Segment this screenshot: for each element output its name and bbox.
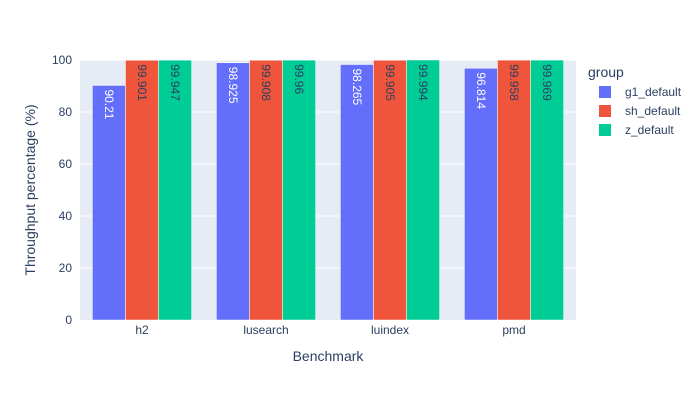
data-label: 98.925 xyxy=(226,67,240,104)
bar-g1_default-luindex xyxy=(340,64,374,321)
y-tick-labels: 0 20 40 60 80 100 xyxy=(52,53,72,327)
x-tick-label: luindex xyxy=(371,323,409,337)
data-label: 99.958 xyxy=(507,64,521,101)
data-label: 99.969 xyxy=(540,64,554,101)
x-tick-labels: h2 lusearch luindex pmd xyxy=(135,323,525,337)
bar-z_default-pmd xyxy=(530,59,564,321)
legend-swatch xyxy=(599,86,611,98)
x-axis-title: Benchmark xyxy=(293,348,365,364)
x-tick-label: lusearch xyxy=(243,323,288,337)
data-label: 99.994 xyxy=(416,64,430,101)
legend-swatch xyxy=(599,124,611,136)
y-tick-label: 60 xyxy=(59,157,73,171)
data-label: 96.814 xyxy=(474,72,488,109)
y-axis-title: Throughput percentage (%) xyxy=(22,104,38,275)
legend-item-label: sh_default xyxy=(625,104,681,118)
legend-title: group xyxy=(588,64,624,80)
y-tick-label: 20 xyxy=(59,261,73,275)
bar-labels: 90.21 99.901 99.947 98.925 99.908 99.96 98.265… xyxy=(102,64,554,120)
bars xyxy=(92,59,564,321)
x-tick-label: h2 xyxy=(135,323,149,337)
data-label: 90.21 xyxy=(102,89,116,119)
data-label: 99.947 xyxy=(168,64,182,101)
data-label: 99.96 xyxy=(292,64,306,94)
legend-swatch xyxy=(599,105,611,117)
legend-item-label: g1_default xyxy=(625,85,682,99)
data-label: 99.905 xyxy=(383,64,397,101)
y-tick-label: 100 xyxy=(52,53,72,67)
legend: group g1_default sh_default z_default xyxy=(588,64,682,137)
y-tick-label: 80 xyxy=(59,105,73,119)
bar-z_default-h2 xyxy=(158,59,192,321)
bar-z_default-luindex xyxy=(406,59,440,321)
bar-sh_default-luindex xyxy=(373,59,407,321)
bar-sh_default-pmd xyxy=(497,59,531,321)
bar-z_default-lusearch xyxy=(282,59,316,321)
legend-item-label: z_default xyxy=(625,123,674,137)
y-tick-label: 40 xyxy=(59,209,73,223)
data-label: 99.908 xyxy=(259,64,273,101)
bar-g1_default-h2 xyxy=(92,85,126,321)
y-tick-label: 0 xyxy=(65,313,72,327)
bar-sh_default-h2 xyxy=(125,60,159,321)
x-tick-label: pmd xyxy=(502,323,525,337)
data-label: 98.265 xyxy=(350,69,364,106)
data-label: 99.901 xyxy=(135,64,149,101)
